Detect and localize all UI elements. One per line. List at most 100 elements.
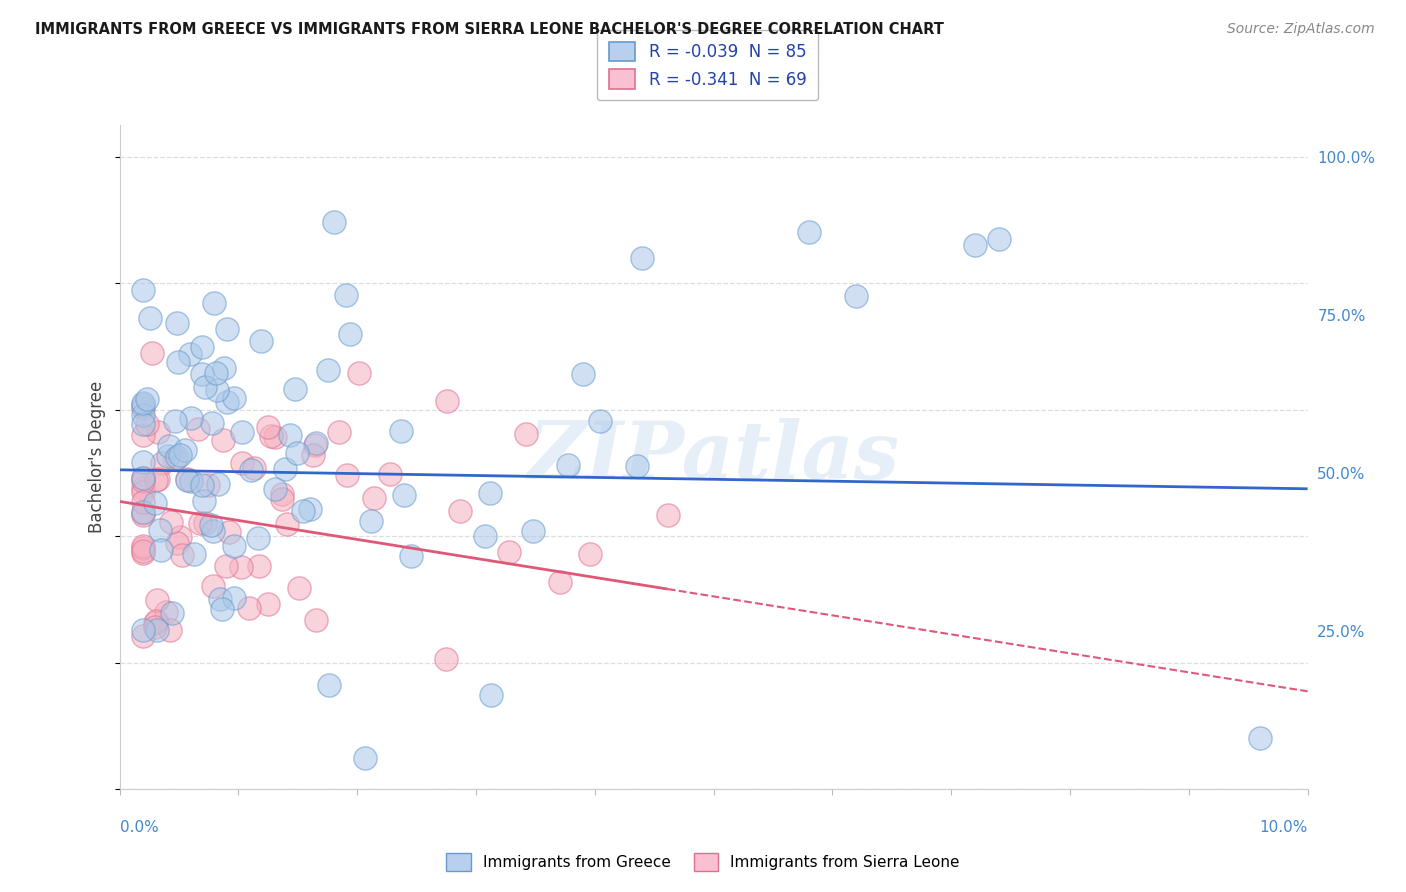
Point — [176, 473, 198, 487]
Point — [132, 539, 155, 553]
Point — [176, 472, 198, 486]
Point — [156, 449, 179, 463]
Point — [132, 505, 155, 519]
Point — [197, 477, 219, 491]
Point — [179, 347, 201, 361]
Text: 0.0%: 0.0% — [120, 821, 159, 835]
Point — [163, 414, 186, 428]
Point — [212, 360, 235, 375]
Point — [183, 547, 205, 561]
Point — [316, 363, 339, 377]
Point — [657, 508, 679, 522]
Point — [288, 581, 311, 595]
Point — [149, 543, 172, 558]
Point — [247, 531, 270, 545]
Point — [222, 591, 245, 606]
Point — [191, 368, 214, 382]
Point — [339, 327, 361, 342]
Point — [132, 544, 155, 558]
Point — [170, 549, 193, 563]
Point — [160, 606, 183, 620]
Point — [145, 593, 167, 607]
Point — [132, 409, 155, 423]
Point — [169, 530, 191, 544]
Point — [264, 482, 287, 496]
Point — [215, 322, 238, 336]
Point — [271, 487, 294, 501]
Point — [146, 472, 169, 486]
Point — [148, 425, 170, 440]
Point — [522, 524, 544, 538]
Point — [271, 491, 294, 506]
Point — [274, 462, 297, 476]
Point — [347, 366, 370, 380]
Point — [145, 473, 167, 487]
Point — [159, 624, 181, 638]
Text: Source: ZipAtlas.com: Source: ZipAtlas.com — [1227, 22, 1375, 37]
Point — [136, 392, 159, 406]
Point — [169, 448, 191, 462]
Point — [191, 340, 214, 354]
Point — [188, 516, 211, 530]
Point — [218, 524, 240, 539]
Point — [143, 615, 166, 630]
Point — [143, 496, 166, 510]
Point — [132, 471, 155, 485]
Point — [132, 546, 155, 560]
Point — [205, 384, 228, 398]
Y-axis label: Bachelor's Degree: Bachelor's Degree — [89, 381, 107, 533]
Point — [132, 428, 155, 442]
Point — [399, 549, 422, 563]
Point — [322, 215, 344, 229]
Point — [276, 516, 298, 531]
Point — [132, 506, 155, 520]
Point — [229, 560, 252, 574]
Point — [204, 366, 226, 380]
Point — [797, 226, 820, 240]
Point — [360, 514, 382, 528]
Point — [187, 422, 209, 436]
Point — [571, 367, 593, 381]
Point — [132, 401, 155, 415]
Point — [292, 504, 315, 518]
Point — [201, 524, 224, 538]
Point — [157, 439, 180, 453]
Point — [260, 429, 283, 443]
Point — [166, 316, 188, 330]
Point — [363, 491, 385, 505]
Point — [201, 416, 224, 430]
Point — [145, 623, 167, 637]
Point — [354, 751, 377, 765]
Point — [479, 688, 502, 702]
Point — [302, 448, 325, 462]
Point — [478, 486, 501, 500]
Point — [132, 455, 155, 469]
Point — [132, 508, 155, 523]
Point — [626, 458, 648, 473]
Point — [987, 232, 1010, 246]
Point — [208, 592, 231, 607]
Point — [305, 613, 328, 627]
Point — [132, 541, 155, 556]
Point — [193, 493, 215, 508]
Point — [132, 283, 155, 297]
Point — [159, 515, 181, 529]
Point — [238, 601, 260, 615]
Point — [201, 579, 224, 593]
Point — [132, 396, 155, 410]
Point — [149, 523, 172, 537]
Point — [285, 446, 308, 460]
Point — [173, 442, 195, 457]
Point — [305, 436, 328, 450]
Point — [136, 417, 159, 432]
Point — [215, 559, 238, 574]
Text: 10.0%: 10.0% — [1260, 821, 1308, 835]
Point — [224, 539, 246, 553]
Point — [278, 428, 301, 442]
Point — [318, 678, 340, 692]
Point — [145, 614, 167, 628]
Point — [204, 295, 226, 310]
Text: IMMIGRANTS FROM GREECE VS IMMIGRANTS FROM SIERRA LEONE BACHELOR'S DEGREE CORRELA: IMMIGRANTS FROM GREECE VS IMMIGRANTS FRO… — [35, 22, 943, 37]
Point — [222, 392, 245, 406]
Point — [165, 451, 187, 466]
